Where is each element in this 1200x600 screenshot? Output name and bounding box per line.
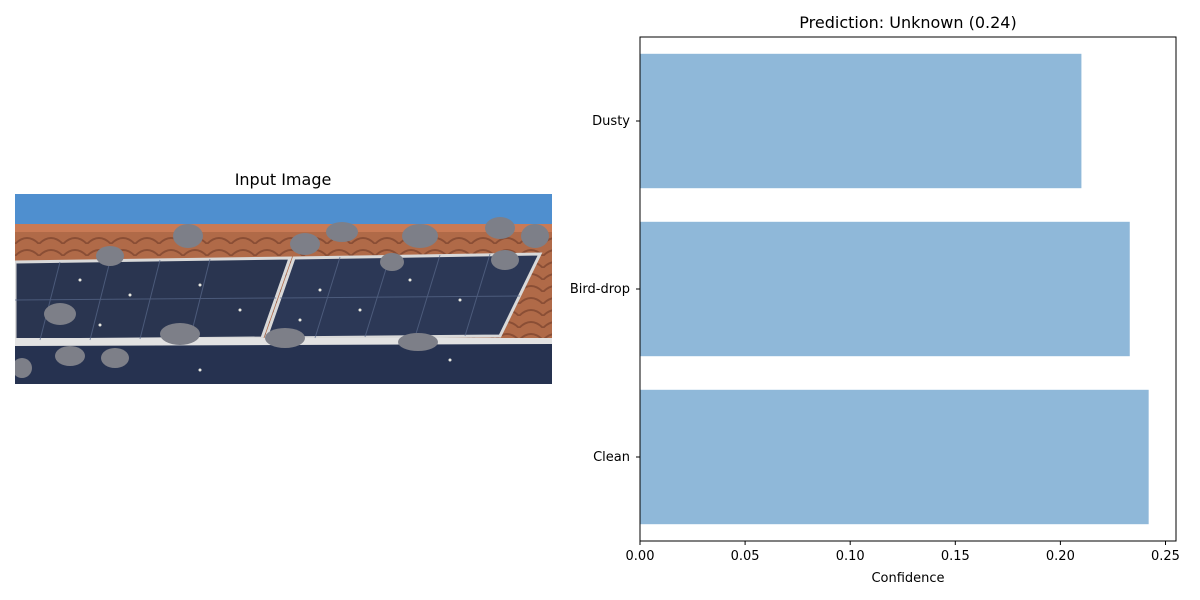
bar-bird-drop bbox=[640, 221, 1130, 357]
photo-pigeon bbox=[326, 222, 358, 242]
photo-pigeon bbox=[173, 224, 203, 248]
photo-pigeon bbox=[290, 233, 320, 255]
x-tick-group: 0.00 0.05 0.10 0.15 0.20 0.25 bbox=[626, 541, 1180, 564]
photo-pigeon bbox=[101, 348, 129, 368]
confidence-chart: Prediction: Unknown (0.24) Clean Bird-dro… bbox=[570, 13, 1180, 586]
photo-pigeon bbox=[398, 333, 438, 351]
photo-roof-ridge bbox=[15, 224, 552, 234]
photo-solar-panel bbox=[15, 344, 552, 384]
y-tick-group: Clean Bird-drop Dusty bbox=[570, 114, 640, 465]
y-tick-label: Clean bbox=[593, 450, 630, 465]
photo-pigeon bbox=[491, 250, 519, 270]
photo-pigeon bbox=[15, 358, 32, 378]
x-tick-label: 0.00 bbox=[626, 549, 655, 564]
photo-pigeon bbox=[521, 224, 549, 248]
photo-pigeon bbox=[55, 346, 85, 366]
y-tick-label: Dusty bbox=[592, 114, 630, 129]
input-image-panel: Input Image bbox=[15, 170, 552, 384]
chart-title: Prediction: Unknown (0.24) bbox=[799, 13, 1016, 32]
bar-dusty bbox=[640, 53, 1082, 189]
y-tick-label: Bird-drop bbox=[570, 282, 630, 297]
photo-sky bbox=[15, 194, 552, 228]
photo-pigeon bbox=[96, 246, 124, 266]
bar-clean bbox=[640, 389, 1149, 525]
x-tick-label: 0.20 bbox=[1046, 549, 1075, 564]
photo-pigeon bbox=[402, 224, 438, 248]
photo-pigeon bbox=[485, 217, 515, 239]
x-tick-label: 0.25 bbox=[1151, 549, 1180, 564]
x-axis-label: Confidence bbox=[871, 571, 944, 586]
photo-pigeon bbox=[265, 328, 305, 348]
photo-pigeon bbox=[380, 253, 404, 271]
photo-pigeon bbox=[160, 323, 200, 345]
photo-pigeon bbox=[44, 303, 76, 325]
x-tick-label: 0.15 bbox=[941, 549, 970, 564]
x-tick-label: 0.10 bbox=[836, 549, 865, 564]
input-image-title: Input Image bbox=[235, 170, 332, 189]
input-image bbox=[15, 194, 552, 384]
bar-group bbox=[640, 53, 1149, 525]
plot-frame bbox=[639, 36, 1177, 542]
x-tick-label: 0.05 bbox=[731, 549, 760, 564]
